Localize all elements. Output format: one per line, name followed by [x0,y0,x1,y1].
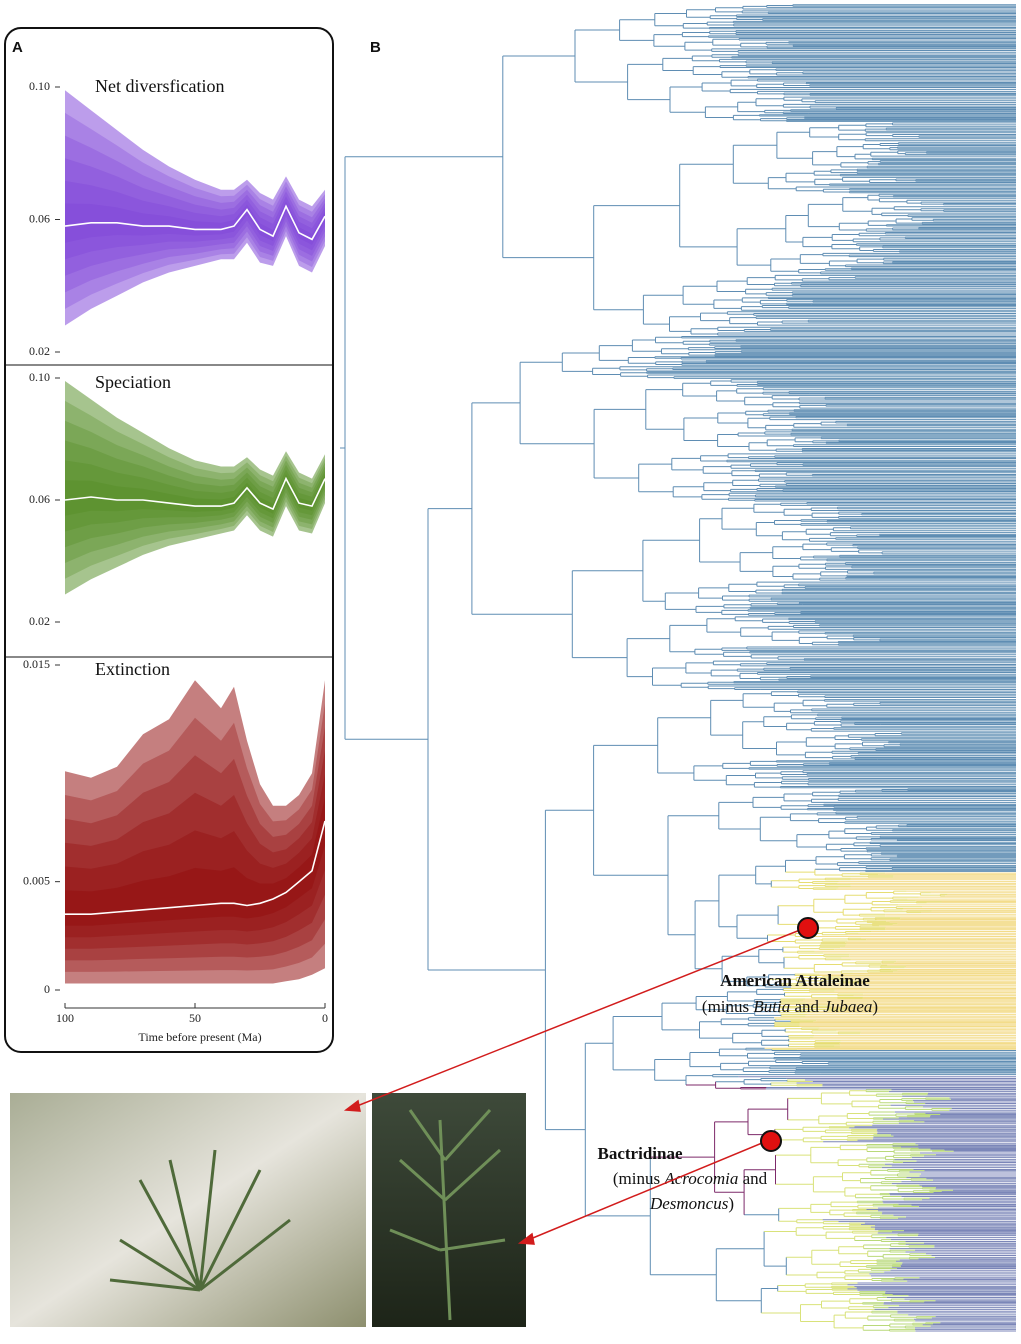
note-part: ) [728,1194,734,1213]
rate-band [65,381,325,595]
y-tick-label: 0.005 [23,873,50,887]
chart-title: Speciation [95,372,171,392]
rate-band [65,90,325,326]
tree-branches [764,872,1016,1050]
clade-title: Bactridinae [598,1144,683,1163]
rate-band [65,420,325,563]
charts: Net diversfication 0.02 0.06 0.10 Speciation… [23,76,328,1044]
median-line [64,204,326,241]
chart-title: Extinction [95,659,170,679]
rate-band [65,180,325,260]
tree-branches [340,4,1016,1313]
rate-band [65,460,325,532]
photo-plant [109,1149,291,1292]
x-tick-label: 100 [56,1011,74,1025]
note-part: ) [872,997,878,1016]
tree-branches [854,1089,954,1332]
y-tick-label: 0 [44,982,50,996]
y-tick-label: 0.10 [29,370,50,384]
median-line [64,476,326,511]
y-tick-label: 0.02 [29,344,50,358]
rate-band [65,703,325,972]
rate-band [65,201,325,245]
note-part: and [738,1169,767,1188]
y-tick-label: 0.06 [29,492,50,506]
panel-label: B [370,39,381,56]
panel-label: A [12,39,23,56]
y-tick-label: 0.06 [29,211,50,225]
tree-branches [767,869,948,1050]
clade-marker [797,917,819,939]
y-tick-label: 0.02 [29,614,50,628]
note-part: Butia [753,997,790,1016]
photo-plant [389,1108,506,1321]
rate-band [65,135,325,293]
rate-band [65,750,325,949]
y-tick-label: 0.10 [29,79,50,93]
rate-band [65,727,325,961]
note-part: (minus [613,1169,664,1188]
median-line [65,820,326,915]
rate-band [65,474,325,516]
rate-band [65,112,325,309]
note-part: and [790,997,823,1016]
rate-band [65,797,325,926]
clade-note: Desmoncus) [649,1194,734,1213]
tree-branches [761,1079,881,1331]
tree-branches [650,1081,789,1215]
x-tick-label: 0 [322,1011,328,1025]
rate-band [65,774,325,938]
rate-band [65,680,325,984]
chart-title: Net diversfication [95,76,224,96]
y-tick-label: 0.015 [23,657,50,671]
note-part: Jubaea [823,997,872,1016]
clade-note: (minus Butia and Jubaea) [702,997,878,1016]
rate-band [65,400,325,579]
note-part: Desmoncus [649,1194,729,1213]
photo-attaleinae [10,1093,366,1327]
rate-band [65,440,325,548]
clade-title: American Attaleinae [720,971,870,990]
x-tick-label: 50 [189,1011,201,1025]
clade-marker [760,1130,782,1152]
tree-branches [738,1076,1016,1332]
arrows [343,929,801,1245]
rate-band [65,158,325,276]
note-part: (minus [702,997,753,1016]
note-part: Acrocomia [663,1169,738,1188]
clade-note: (minus Acrocomia and [613,1169,768,1188]
x-axis-label: Time before present (Ma) [138,1030,261,1044]
phylogeny [340,4,1016,1332]
